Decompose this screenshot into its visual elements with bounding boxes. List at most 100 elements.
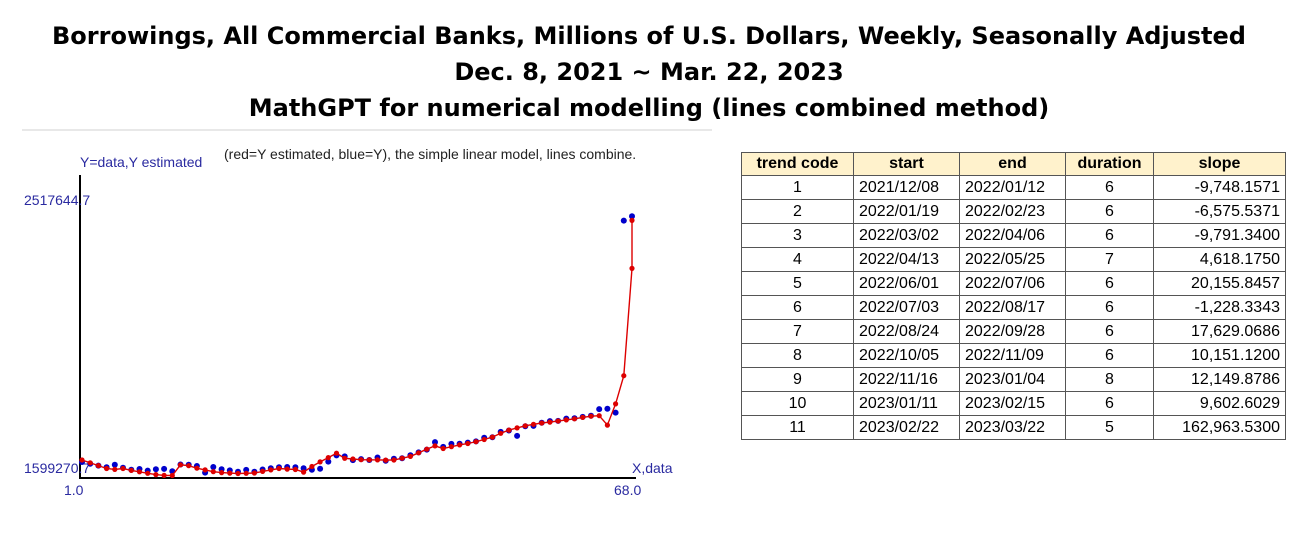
table-cell-slope: 20,155.8457 [1153,271,1286,296]
estimated-point [530,421,537,427]
data-point [300,465,307,472]
estimated-point [580,414,586,420]
estimated-point [79,457,85,463]
table-cell-slope: 10,151.1200 [1153,343,1286,368]
header-duration: duration [1065,152,1154,176]
table-cell-start: 2022/10/05 [853,343,960,368]
trend-chart: Y=data,Y estimated (red=Y estimated, blu… [22,129,712,498]
estimated-point [243,470,249,476]
table-cell-duration: 6 [1065,271,1154,296]
table-cell-duration: 6 [1065,319,1154,344]
estimated-point [284,466,290,472]
estimated-point [473,439,479,445]
table-cell-slope: -6,575.5371 [1153,199,1286,224]
table-cell-duration: 6 [1065,391,1154,416]
table-cell-end: 2023/02/15 [959,391,1066,416]
estimated-point [268,467,274,473]
estimated-point [325,455,331,461]
table-row: 6 2022/07/03 2022/08/17 6 -1,228.3343 [741,295,1286,320]
table-cell-duration: 5 [1065,415,1154,440]
table-header-row: trend code start end duration slope [741,152,1286,176]
estimated-point [440,445,446,452]
table-cell-slope: 17,629.0686 [1153,319,1286,344]
table-row: 9 2022/11/16 2023/01/04 8 12,149.8786 [741,367,1286,392]
estimated-point [613,401,619,407]
method-subtitle: MathGPT for numerical modelling (lines c… [248,94,1050,122]
table-cell-end: 2023/01/04 [959,367,1066,392]
estimated-point [342,455,348,461]
table-cell-start: 2022/11/16 [853,367,960,392]
table-cell-slope: -9,748.1571 [1153,175,1286,200]
table-cell-start: 2022/06/01 [853,271,960,296]
estimated-point [629,265,635,271]
estimated-point [112,466,118,472]
estimated-point [219,470,225,476]
estimated-point [194,465,200,471]
estimated-point [128,467,134,473]
data-point [111,461,118,468]
estimated-point [227,470,233,476]
estimated-point [498,430,504,436]
table-cell-duration: 6 [1065,295,1154,320]
y-min-label: 1599270.7 [24,460,90,476]
estimated-point [629,217,635,223]
estimated-point [547,419,553,425]
estimated-point [186,463,192,469]
x-max-label: 68.0 [614,482,641,498]
estimated-point [374,457,381,463]
estimated-point [416,450,422,456]
estimated-point [514,425,520,431]
estimated-point [506,427,512,433]
estimated-point [407,453,413,459]
data-point [612,409,619,416]
estimated-point [604,422,611,428]
estimated-point [596,413,602,419]
table-cell-trend-code: 2 [741,199,854,224]
estimated-point [177,462,184,468]
estimated-point [563,417,569,423]
table-cell-trend-code: 4 [741,247,854,272]
estimated-point [555,418,561,424]
estimated-point [522,423,528,429]
estimated-point [481,436,487,443]
y-max-label: 2517644.7 [24,192,90,208]
data-point [317,465,324,472]
estimated-point [399,455,405,461]
table-cell-trend-code: 8 [741,343,854,368]
estimated-point [95,463,101,469]
table-cell-duration: 6 [1065,343,1154,368]
estimated-point [588,413,594,419]
table-cell-end: 2022/05/25 [959,247,1066,272]
table-cell-duration: 7 [1065,247,1154,272]
table-cell-end: 2022/04/06 [959,223,1066,248]
table-cell-start: 2021/12/08 [853,175,960,200]
table-cell-end: 2022/01/12 [959,175,1066,200]
estimated-point [366,457,372,463]
table-cell-slope: -1,228.3343 [1153,295,1286,320]
table-row: 7 2022/08/24 2022/09/28 6 17,629.0686 [741,319,1286,344]
estimated-point [136,469,143,475]
table-cell-slope: 12,149.8786 [1153,367,1286,392]
table-cell-end: 2022/07/06 [959,271,1066,296]
table-cell-start: 2022/01/19 [853,199,960,224]
table-cell-end: 2022/02/23 [959,199,1066,224]
estimated-point [358,457,364,463]
estimated-point [432,443,438,449]
estimated-point [309,463,315,470]
data-point [325,458,332,465]
table-cell-trend-code: 5 [741,271,854,296]
table-cell-trend-code: 6 [741,295,854,320]
estimated-point [457,442,463,448]
estimated-point [301,469,307,475]
trend-table: trend code start end duration slope 1 202… [741,152,1286,440]
estimated-point [391,457,397,463]
table-cell-duration: 8 [1065,367,1154,392]
estimated-line [81,220,633,477]
data-point [629,213,635,220]
table-cell-start: 2022/08/24 [853,319,960,344]
estimated-point [621,373,627,379]
date-range-subtitle: Dec. 8, 2021 ~ Mar. 22, 2023 [454,58,844,86]
table-cell-start: 2022/03/02 [853,223,960,248]
table-row: 5 2022/06/01 2022/07/06 6 20,155.8457 [741,271,1286,296]
chart-marks [79,213,635,479]
